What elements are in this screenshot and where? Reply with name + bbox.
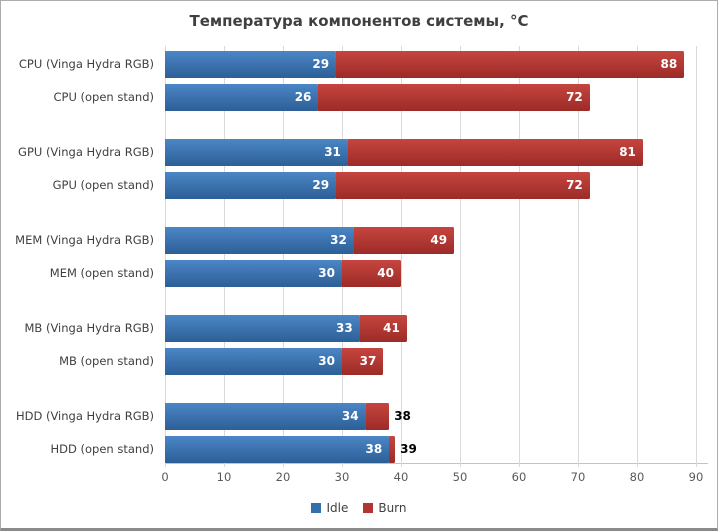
gridline xyxy=(165,46,166,467)
idle-value-label: 33 xyxy=(335,321,353,335)
plot-area: 29 88 26 72 31 81 29 72 32 49 30 40 33 41 30 37 34 38 38 39 xyxy=(165,46,708,467)
legend-label: Idle xyxy=(326,501,349,515)
idle-bar xyxy=(165,348,342,375)
idle-bar xyxy=(165,227,354,254)
idle-bar xyxy=(165,139,348,166)
legend-label: Burn xyxy=(378,501,407,515)
burn-bar xyxy=(318,84,590,111)
gridline xyxy=(696,46,697,467)
category-label: HDD (Vinga Hydra RGB) xyxy=(15,409,154,423)
burn-value-label: 72 xyxy=(566,90,583,104)
idle-value-label: 29 xyxy=(312,57,330,71)
idle-bar xyxy=(165,403,366,430)
burn-bar xyxy=(389,436,396,463)
idle-bar xyxy=(165,84,319,111)
x-tick-label: 80 xyxy=(629,470,645,484)
idle-value-label: 30 xyxy=(318,354,335,368)
category-label: GPU (Vinga Hydra RGB) xyxy=(18,145,154,159)
category-label: MB (open stand) xyxy=(59,354,154,368)
idle-bar xyxy=(165,172,337,199)
idle-value-label: 34 xyxy=(341,409,359,423)
category-label: CPU (open stand) xyxy=(53,90,154,104)
legend-chip-idle xyxy=(311,503,322,513)
x-tick-label: 70 xyxy=(570,470,586,484)
gridline xyxy=(578,46,579,467)
category-label: MB (Vinga Hydra RGB) xyxy=(24,321,154,335)
x-tick-label: 50 xyxy=(452,470,468,484)
category-label: MEM (open stand) xyxy=(49,266,154,280)
legend-item-burn: Burn xyxy=(363,501,407,515)
gridline xyxy=(224,46,225,467)
burn-value-label: 88 xyxy=(660,57,678,71)
burn-value-label: 81 xyxy=(619,145,636,159)
x-tick-label: 20 xyxy=(275,470,291,484)
legend-chip-burn xyxy=(363,503,374,513)
idle-value-label: 31 xyxy=(324,145,341,159)
burn-value-label: 37 xyxy=(359,354,377,368)
gridline xyxy=(519,46,520,467)
idle-value-label: 32 xyxy=(330,233,347,247)
chart-title: Температура компонентов системы, °C xyxy=(189,12,529,30)
gridline xyxy=(342,46,343,467)
legend-item-idle: Idle xyxy=(311,501,348,515)
x-tick-label: 0 xyxy=(161,470,169,484)
idle-value-label: 38 xyxy=(365,442,383,456)
legend: Idle Burn xyxy=(1,501,717,515)
idle-bar xyxy=(165,436,390,463)
x-tick-label: 40 xyxy=(393,470,409,484)
burn-value-label: 49 xyxy=(430,233,448,247)
burn-value-label: 38 xyxy=(394,409,411,423)
x-tick-label: 60 xyxy=(511,470,527,484)
burn-value-label: 39 xyxy=(400,442,417,456)
burn-bar xyxy=(342,348,384,375)
x-tick-label: 30 xyxy=(334,470,350,484)
gridline xyxy=(460,46,461,467)
burn-bar xyxy=(353,227,455,254)
burn-bar xyxy=(342,260,401,287)
x-tick-label: 90 xyxy=(688,470,704,484)
burn-bar xyxy=(336,51,685,78)
idle-bar xyxy=(165,51,337,78)
idle-bar xyxy=(165,260,342,287)
burn-value-label: 40 xyxy=(377,266,394,280)
idle-value-label: 30 xyxy=(318,266,335,280)
gridline xyxy=(637,46,638,467)
gridline xyxy=(283,46,284,467)
burn-bar xyxy=(347,139,643,166)
category-label: HDD (open stand) xyxy=(50,442,154,456)
burn-bar xyxy=(336,172,590,199)
idle-value-label: 26 xyxy=(294,90,312,104)
idle-value-label: 29 xyxy=(312,178,330,192)
category-label: CPU (Vinga Hydra RGB) xyxy=(18,57,154,71)
x-tick-label: 10 xyxy=(216,470,232,484)
burn-bar xyxy=(365,403,390,430)
burn-value-label: 72 xyxy=(566,178,583,192)
gridline xyxy=(401,46,402,467)
burn-bar xyxy=(359,315,407,342)
category-label: GPU (open stand) xyxy=(52,178,154,192)
idle-bar xyxy=(165,315,360,342)
category-label: MEM (Vinga Hydra RGB) xyxy=(15,233,154,247)
burn-value-label: 41 xyxy=(383,321,400,335)
